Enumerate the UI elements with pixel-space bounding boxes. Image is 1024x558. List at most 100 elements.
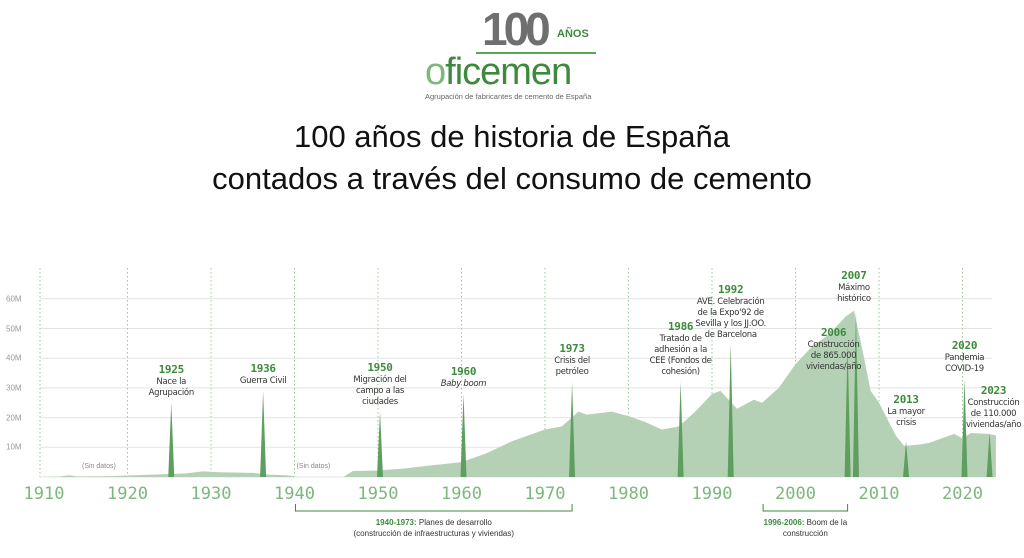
y-tick-label: 40M <box>6 353 22 363</box>
event-annotation: 1936 Guerra Civil <box>239 361 287 387</box>
logo-anos: AÑOS <box>557 28 589 40</box>
no-data-label: (Sin datos) <box>296 463 331 470</box>
event-text: Construcción <box>967 398 1020 408</box>
event-year: 1925 <box>158 362 185 376</box>
period-detail: (construcción de infraestructuras y vivi… <box>353 529 515 538</box>
period-label: 1940-1973: Planes de desarrollo (construc… <box>354 517 515 539</box>
event-annotation: 1960 Baby boom <box>441 364 487 390</box>
event-year: 2020 <box>951 338 978 352</box>
event-text: Baby boom <box>440 378 487 389</box>
oficemen-logo: 100 AÑOS oficemen Agrupación de fabrican… <box>420 6 610 104</box>
x-tick-label: 1940 <box>274 484 315 504</box>
event-annotation: 1992 AVE. Celebración de la Expo'92 de Sevi… <box>695 282 766 341</box>
event-annotation: 1950 Migración del campo a las ciudades <box>353 360 407 408</box>
event-text: histórico <box>837 294 871 304</box>
event-text: de la Expo'92 de <box>697 308 765 319</box>
logo-bar <box>476 52 596 54</box>
event-spike <box>168 402 175 477</box>
event-text: de 110.000 <box>970 409 1017 419</box>
event-year: 2023 <box>980 384 1007 397</box>
event-text: cohesión) <box>661 366 700 377</box>
x-tick-label: 1990 <box>691 484 733 504</box>
event-annotation: 2020 Pandemia COVID-19 <box>944 338 985 375</box>
x-tick-label: 1920 <box>107 484 148 504</box>
event-text: de Barcelona <box>704 330 757 341</box>
event-year: 1992 <box>718 283 744 297</box>
logo-subtitle: Agrupación de fabricantes de cemento de … <box>425 92 592 101</box>
event-text: viviendas/año <box>805 361 862 372</box>
page-title-line1: 100 años de historia de España <box>293 119 731 154</box>
event-spike <box>569 381 576 477</box>
event-text: Migración del <box>353 374 407 385</box>
x-tick-label: 2010 <box>858 484 900 504</box>
event-text: de 865.000 <box>810 350 857 361</box>
period-detail: construcción <box>782 529 828 538</box>
event-text: Agrupación <box>148 387 195 398</box>
event-text: ciudades <box>362 396 398 407</box>
event-text: Construcción <box>807 339 860 350</box>
period-range: 1940-1973: <box>375 518 417 527</box>
event-text: La mayor <box>887 407 925 417</box>
event-year: 2006 <box>820 325 847 339</box>
event-year: 1986 <box>667 319 694 333</box>
y-tick-label: 30M <box>6 383 22 393</box>
event-spike <box>852 310 859 477</box>
event-text: adhesión a la <box>654 344 708 355</box>
y-tick-label: 50M <box>6 324 22 333</box>
event-year: 1960 <box>450 364 477 378</box>
event-annotation: 2013 La mayor crisis <box>887 392 925 429</box>
x-tick-label: 2020 <box>942 484 983 504</box>
event-annotation: 1973 Crisis del petróleo <box>554 341 590 378</box>
period-title: Boom de la <box>804 518 848 527</box>
x-tick-label: 1950 <box>357 484 399 504</box>
event-spike <box>727 343 734 477</box>
event-year: 2007 <box>841 269 867 282</box>
event-annotation: 2006 Construcción de 865.000 viviendas/año <box>805 325 862 373</box>
event-text: campo a las <box>355 385 405 396</box>
event-text: Pandemia <box>944 352 985 363</box>
event-spike <box>677 381 684 477</box>
period-bracket <box>295 504 573 512</box>
event-annotation: 2007 Máximo histórico <box>837 268 871 305</box>
event-year: 2013 <box>893 393 919 406</box>
x-tick-label: 1910 <box>23 484 65 504</box>
event-spike <box>844 343 851 477</box>
event-spike <box>460 393 467 477</box>
event-text: Nace la <box>156 376 187 387</box>
event-year: 1973 <box>559 341 585 355</box>
page-title-line2: contados a través del consumo de cemento <box>212 161 812 196</box>
y-tick-label: 10M <box>6 442 22 452</box>
event-text: Tratado de <box>659 333 702 344</box>
event-spike <box>961 378 968 477</box>
event-text: CEE (Fondos de <box>649 355 712 366</box>
x-tick-label: 2000 <box>775 484 816 504</box>
y-tick-label: 20M <box>6 413 22 423</box>
event-text: petróleo <box>555 366 589 377</box>
event-text: Crisis del <box>554 355 590 366</box>
event-text: Guerra Civil <box>239 375 287 386</box>
event-text: Sevilla y los JJ.OO. <box>695 319 766 330</box>
period-label: 1996-2006: Boom de la construcción <box>764 517 848 539</box>
logo-100: 100 <box>482 3 551 55</box>
event-annotation: 1986 Tratado de adhesión a la CEE (Fondos d… <box>650 319 712 378</box>
x-tick-label: 1960 <box>441 484 482 504</box>
event-annotation: 2023 Construcción de 110.000 viviendas/año <box>965 383 1022 431</box>
period-range: 1996-2006: <box>763 518 805 527</box>
period-bracket <box>762 504 849 512</box>
event-year: 1936 <box>250 361 276 375</box>
period-title: Planes de desarrollo <box>416 518 492 527</box>
consumption-area <box>344 310 996 477</box>
event-spike <box>986 432 993 477</box>
event-annotation: 1925 Nace la Agrupación <box>148 362 195 399</box>
event-text: Máximo <box>838 283 870 293</box>
event-spike <box>377 411 383 477</box>
x-tick-label: 1970 <box>524 484 566 504</box>
logo-name: oficemen <box>425 51 572 93</box>
event-spike <box>260 390 267 477</box>
event-text: viviendas/año <box>965 420 1022 430</box>
event-year: 1950 <box>367 360 393 374</box>
event-spike <box>903 441 910 477</box>
x-tick-label: 1980 <box>608 484 649 504</box>
event-text: COVID-19 <box>945 363 984 374</box>
